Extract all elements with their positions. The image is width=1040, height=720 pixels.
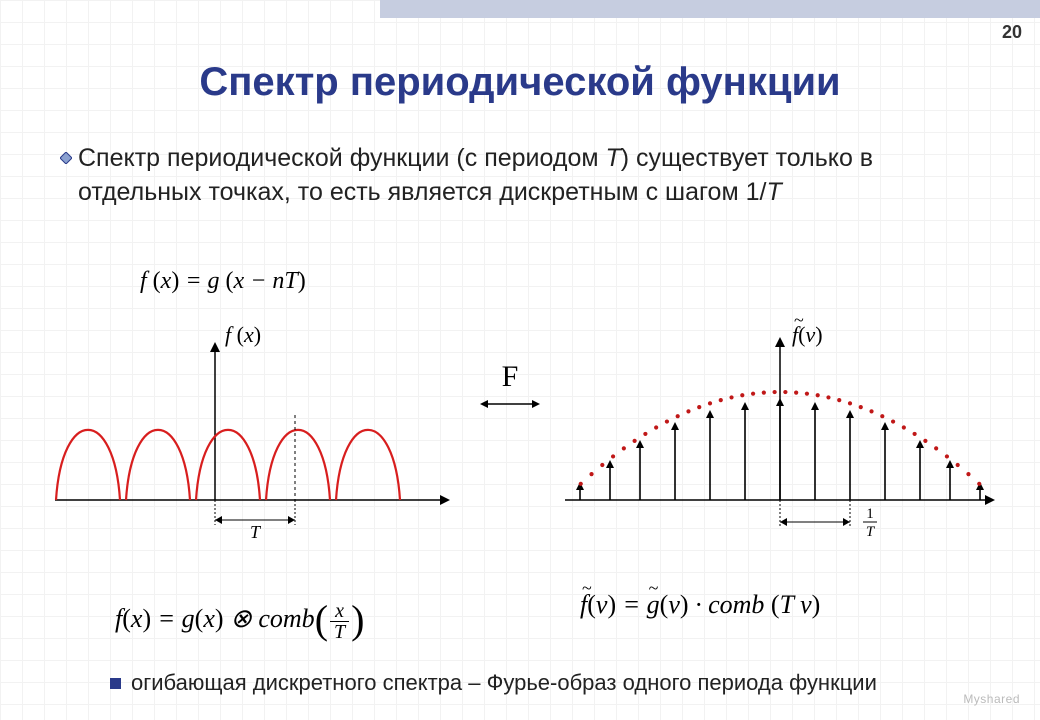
page-number: 20 — [1002, 22, 1022, 43]
formula-bottom-left: f(x) = g(x) ⊗ comb(xT) — [115, 590, 364, 642]
chart-right-svg: 1T — [560, 330, 1000, 550]
header-shadow — [380, 0, 1040, 18]
bullet-T2: T — [766, 178, 781, 206]
formula-bottom-right: f(ν) = g(ν) · comb (T ν) — [580, 590, 820, 620]
bullet-T1: T — [605, 144, 620, 172]
main-bullet: Спектр периодической функции (с периодом… — [78, 142, 1000, 210]
watermark: Myshared — [963, 692, 1020, 706]
chart-left-svg: T — [50, 330, 470, 550]
footer-text: огибающая дискретного спектра – Фурье-об… — [131, 670, 877, 695]
frac-den: T — [330, 622, 349, 642]
footer-bullet: огибающая дискретного спектра – Фурье-об… — [110, 670, 877, 696]
chart-left-periodic: f (x) T — [50, 330, 470, 550]
F-label: F — [480, 360, 540, 394]
chart-left-label: f (x) — [225, 322, 261, 348]
fourier-transform-label: F — [480, 360, 540, 412]
chart-right-spectrum: f(ν) 1T — [560, 330, 1000, 550]
formula-top: f (x) = g (x − nT) — [140, 268, 306, 295]
frac-num: x — [330, 601, 349, 622]
bullet-part1: Спектр периодической функции (с периодом — [78, 144, 605, 172]
page-title: Спектр периодической функции — [0, 60, 1040, 105]
diamond-icon — [60, 152, 72, 164]
double-arrow-icon — [480, 396, 540, 412]
chart-right-label: f(ν) — [792, 322, 823, 348]
bullet-text: Спектр периодической функции (с периодом… — [78, 142, 1000, 210]
square-bullet-icon — [110, 678, 121, 689]
svg-text:1: 1 — [866, 506, 874, 522]
svg-text:T: T — [866, 524, 876, 540]
svg-text:T: T — [250, 522, 262, 542]
